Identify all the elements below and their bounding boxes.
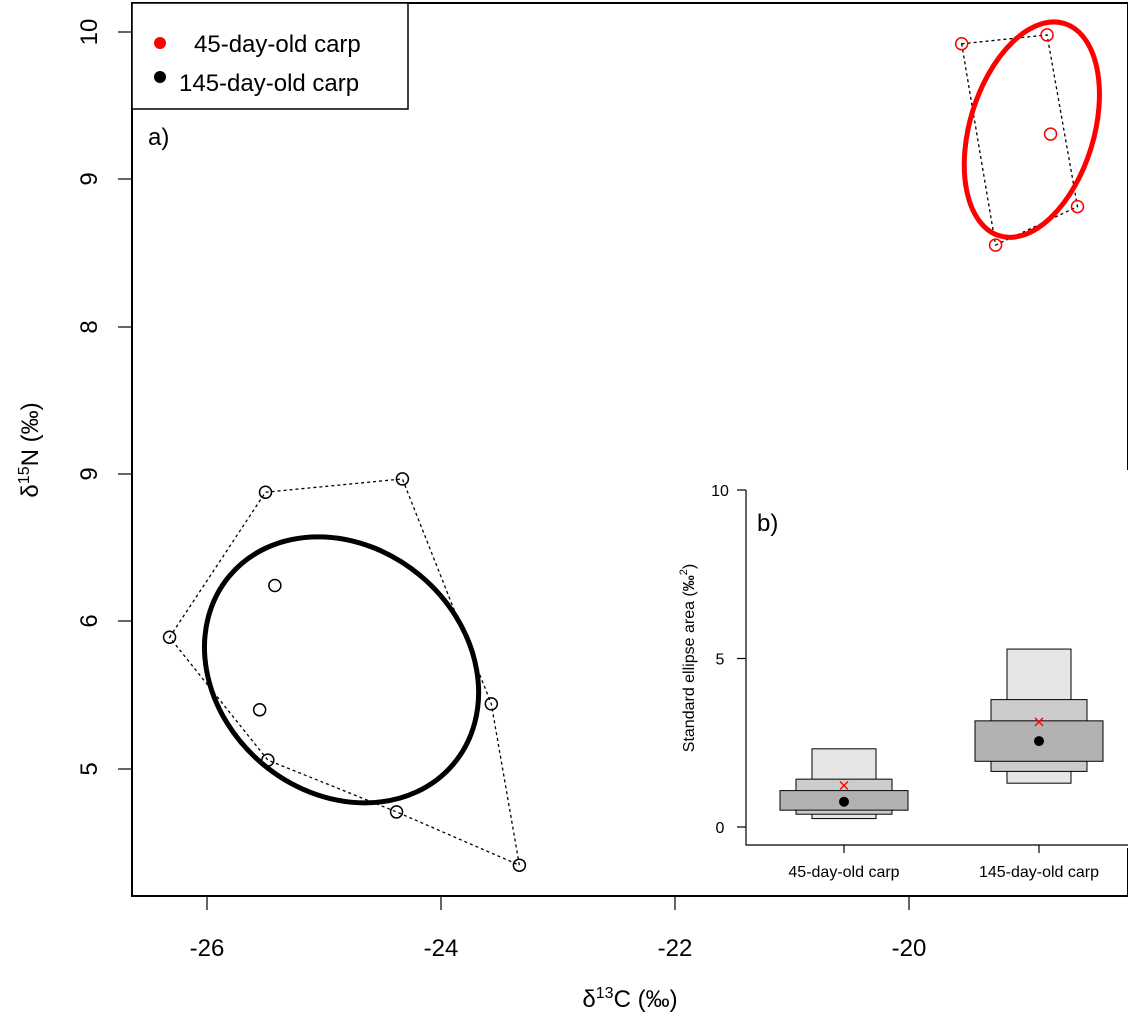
true-value-marker-45-day (839, 781, 849, 791)
legend-marker-45-day (154, 37, 166, 49)
hull-145-day (168, 478, 521, 867)
inset-y-axis-title: Standard ellipse area (‰2) (678, 564, 698, 752)
ellipse-145-day (201, 534, 482, 806)
y-tick-label: 9 (76, 467, 103, 480)
inset-y-tick-label: 0 (716, 820, 725, 837)
point-145-day (258, 485, 273, 499)
point-45-day (1043, 127, 1058, 141)
panel-label-a: a) (148, 124, 169, 151)
point-145-day (261, 753, 275, 767)
point-145-day (252, 703, 267, 717)
y-tick-label: 6 (76, 614, 103, 627)
x-axis-title: δ13C (‰) (582, 985, 677, 1013)
y-tick-label: 10 (76, 19, 103, 46)
panel-label-b: b) (757, 510, 778, 537)
y-axis-title: δ15N (‰) (16, 402, 44, 497)
point-45-day (1070, 199, 1085, 214)
inset-y-axis: 0 5 10 (711, 483, 746, 837)
x-tick-label: -20 (892, 935, 927, 962)
ellipse-45-day (961, 19, 1102, 240)
point-45-day (954, 37, 969, 51)
main-points (162, 28, 1085, 872)
y-tick-label: 9 (76, 172, 103, 185)
inset-plot: 0 5 10 45-day-old carp 145-day-old carp Sta… (678, 470, 1128, 881)
point-45-day (988, 238, 1003, 252)
main-plot: -26 -24 -22 -20 5 6 9 8 9 10 δ13C (‰) δ15N (‰) a… (16, 2, 1128, 1013)
x-tick-label: -24 (424, 935, 459, 962)
inset-frame (745, 490, 1128, 846)
point-145-day (395, 472, 410, 486)
y-tick-label: 8 (76, 320, 103, 333)
inset-boxes (779, 648, 1104, 820)
point-145-day (389, 805, 404, 819)
legend: 45-day-old carp 145-day-old carp (131, 2, 409, 110)
hull-45-day (960, 34, 1079, 247)
legend-marker-145-day (154, 71, 166, 83)
inset-y-tick-label: 10 (711, 483, 729, 500)
mode-point-145-day (1034, 736, 1044, 747)
point-145-day (484, 697, 499, 711)
inset-x-tick-label: 45-day-old carp (788, 864, 899, 881)
legend-label-145-day: 145-day-old carp (179, 70, 359, 97)
point-145-day (162, 630, 177, 645)
inset-y-tick-label: 5 (716, 652, 725, 669)
x-axis: -26 -24 -22 -20 (190, 895, 927, 962)
point-145-day (512, 858, 527, 872)
x-tick-label: -26 (190, 935, 225, 962)
main-hulls (168, 34, 1079, 867)
y-axis: 5 6 9 8 9 10 (76, 19, 133, 776)
point-145-day (268, 578, 282, 593)
y-tick-label: 5 (76, 762, 103, 775)
point-45-day (1040, 28, 1054, 42)
legend-box (131, 2, 409, 110)
inset-x-axis: 45-day-old carp 145-day-old carp (788, 845, 1099, 881)
x-tick-label: -22 (658, 935, 693, 962)
true-value-marker-145-day (1034, 717, 1044, 727)
inset-x-tick-label: 145-day-old carp (979, 864, 1099, 881)
mode-point-45-day (839, 796, 849, 807)
legend-label-45-day: 45-day-old carp (194, 31, 361, 58)
